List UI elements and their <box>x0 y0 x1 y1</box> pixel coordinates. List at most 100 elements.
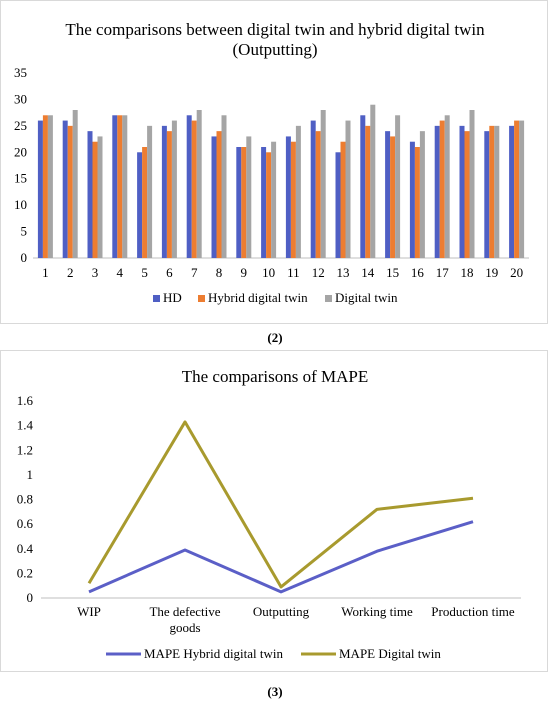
x-tick-label: WIP <box>77 604 101 619</box>
x-tick-label: 3 <box>92 265 99 280</box>
outputting-chart-panel: The comparisons between digital twin and… <box>0 0 548 324</box>
bar-digital-twin <box>196 110 202 258</box>
figure-caption-2: (2) <box>267 330 283 345</box>
bar-digital-twin <box>47 115 53 259</box>
outputting-bar-chart: The comparisons between digital twin and… <box>14 20 529 305</box>
x-tick-label: 15 <box>386 265 399 280</box>
legend-label: Hybrid digital twin <box>208 290 308 305</box>
x-tick-label: Working time <box>341 604 413 619</box>
x-tick-label: 6 <box>166 265 173 280</box>
bar-hd <box>87 131 93 258</box>
bar-hd <box>186 115 192 259</box>
bar-digital-twin <box>320 110 326 258</box>
x-tick-label: 1 <box>42 265 49 280</box>
bar-digital-twin <box>370 104 376 258</box>
y-tick-label: 30 <box>14 91 27 106</box>
bar-digital-twin <box>122 115 128 259</box>
x-tick-label: 17 <box>436 265 450 280</box>
bar-hybrid-digital-twin <box>365 125 371 258</box>
figure-caption-3: (3) <box>267 684 283 699</box>
bar-hybrid-digital-twin <box>290 141 296 258</box>
bar-hybrid-digital-twin <box>92 141 98 258</box>
bar-hd <box>161 125 167 258</box>
bar-hd <box>62 120 68 258</box>
legend-swatch <box>153 295 160 302</box>
bar-digital-twin <box>295 125 301 258</box>
bar-digital-twin <box>221 115 227 259</box>
bar-hd <box>335 152 341 258</box>
bar-hybrid-digital-twin <box>142 147 148 258</box>
x-tick-label: The defective <box>149 604 220 619</box>
chart-title: The comparisons of MAPE <box>182 367 369 386</box>
legend-label: Digital twin <box>335 290 398 305</box>
legend-label: MAPE Hybrid digital twin <box>144 646 284 661</box>
bar-hd <box>261 147 267 258</box>
bar-hybrid-digital-twin <box>191 120 197 258</box>
legend-label: MAPE Digital twin <box>339 646 441 661</box>
y-tick-label: 0.8 <box>17 492 33 507</box>
bar-digital-twin <box>419 131 425 258</box>
bar-hd <box>434 125 440 258</box>
y-tick-label: 35 <box>14 65 27 80</box>
x-tick-label: 12 <box>312 265 325 280</box>
bar-digital-twin <box>97 136 103 258</box>
x-tick-label: 13 <box>337 265 350 280</box>
bar-digital-twin <box>494 125 500 258</box>
bar-digital-twin <box>519 120 525 258</box>
y-tick-label: 20 <box>14 144 27 159</box>
y-tick-label: 0 <box>27 590 34 605</box>
chart-title-line-1: The comparisons between digital twin and… <box>65 20 485 39</box>
bar-hybrid-digital-twin <box>166 131 172 258</box>
y-tick-label: 1.2 <box>17 442 33 457</box>
bar-digital-twin <box>246 136 252 258</box>
y-tick-label: 1.6 <box>17 393 34 408</box>
y-tick-label: 15 <box>14 171 27 186</box>
bar-hybrid-digital-twin <box>489 125 495 258</box>
x-tick-label: 18 <box>461 265 474 280</box>
bar-hd <box>236 147 242 258</box>
x-tick-label: 14 <box>361 265 375 280</box>
y-tick-label: 0 <box>21 250 28 265</box>
bar-hybrid-digital-twin <box>514 120 520 258</box>
bar-hd <box>484 131 490 258</box>
x-tick-label: Outputting <box>253 604 310 619</box>
mape-chart-panel: The comparisons of MAPE 0 0.2 0.4 0.6 0.8 1 1.2… <box>0 350 548 672</box>
bar-hd <box>509 125 515 258</box>
bar-hybrid-digital-twin <box>216 131 222 258</box>
bar-hybrid-digital-twin <box>315 131 321 258</box>
x-tick-label: 20 <box>510 265 523 280</box>
x-tick-label: goods <box>169 620 200 635</box>
x-tick-label: Production time <box>431 604 515 619</box>
legend-swatch <box>198 295 205 302</box>
y-tick-label: 1.4 <box>17 418 34 433</box>
bar-hybrid-digital-twin <box>117 115 123 259</box>
y-tick-label: 1 <box>27 467 34 482</box>
y-tick-label: 0.6 <box>17 516 34 531</box>
y-tick-label: 25 <box>14 118 27 133</box>
bar-hybrid-digital-twin <box>439 120 445 258</box>
y-tick-label: 5 <box>21 224 28 239</box>
mape-line-chart: The comparisons of MAPE 0 0.2 0.4 0.6 0.8 1 1.2… <box>17 367 521 661</box>
bar-digital-twin <box>147 125 153 258</box>
x-tick-label: 5 <box>141 265 148 280</box>
y-tick-label: 0.2 <box>17 565 33 580</box>
bar-hybrid-digital-twin <box>42 115 48 259</box>
y-tick-label: 0.4 <box>17 541 34 556</box>
bar-hd <box>112 115 118 259</box>
bar-digital-twin <box>72 110 78 258</box>
bar-digital-twin <box>469 110 475 258</box>
bar-hd <box>211 136 217 258</box>
y-tick-label: 10 <box>14 197 27 212</box>
legend-label: HD <box>163 290 182 305</box>
x-tick-label: 4 <box>117 265 124 280</box>
chart-title-line-2: (Outputting) <box>233 40 318 59</box>
x-tick-label: 16 <box>411 265 425 280</box>
x-tick-label: 9 <box>241 265 248 280</box>
bar-hd <box>37 120 43 258</box>
bar-hybrid-digital-twin <box>67 125 73 258</box>
bar-digital-twin <box>395 115 401 259</box>
bar-digital-twin <box>271 141 277 258</box>
x-tick-label: 7 <box>191 265 198 280</box>
bar-hybrid-digital-twin <box>266 152 272 258</box>
x-tick-label: 8 <box>216 265 223 280</box>
